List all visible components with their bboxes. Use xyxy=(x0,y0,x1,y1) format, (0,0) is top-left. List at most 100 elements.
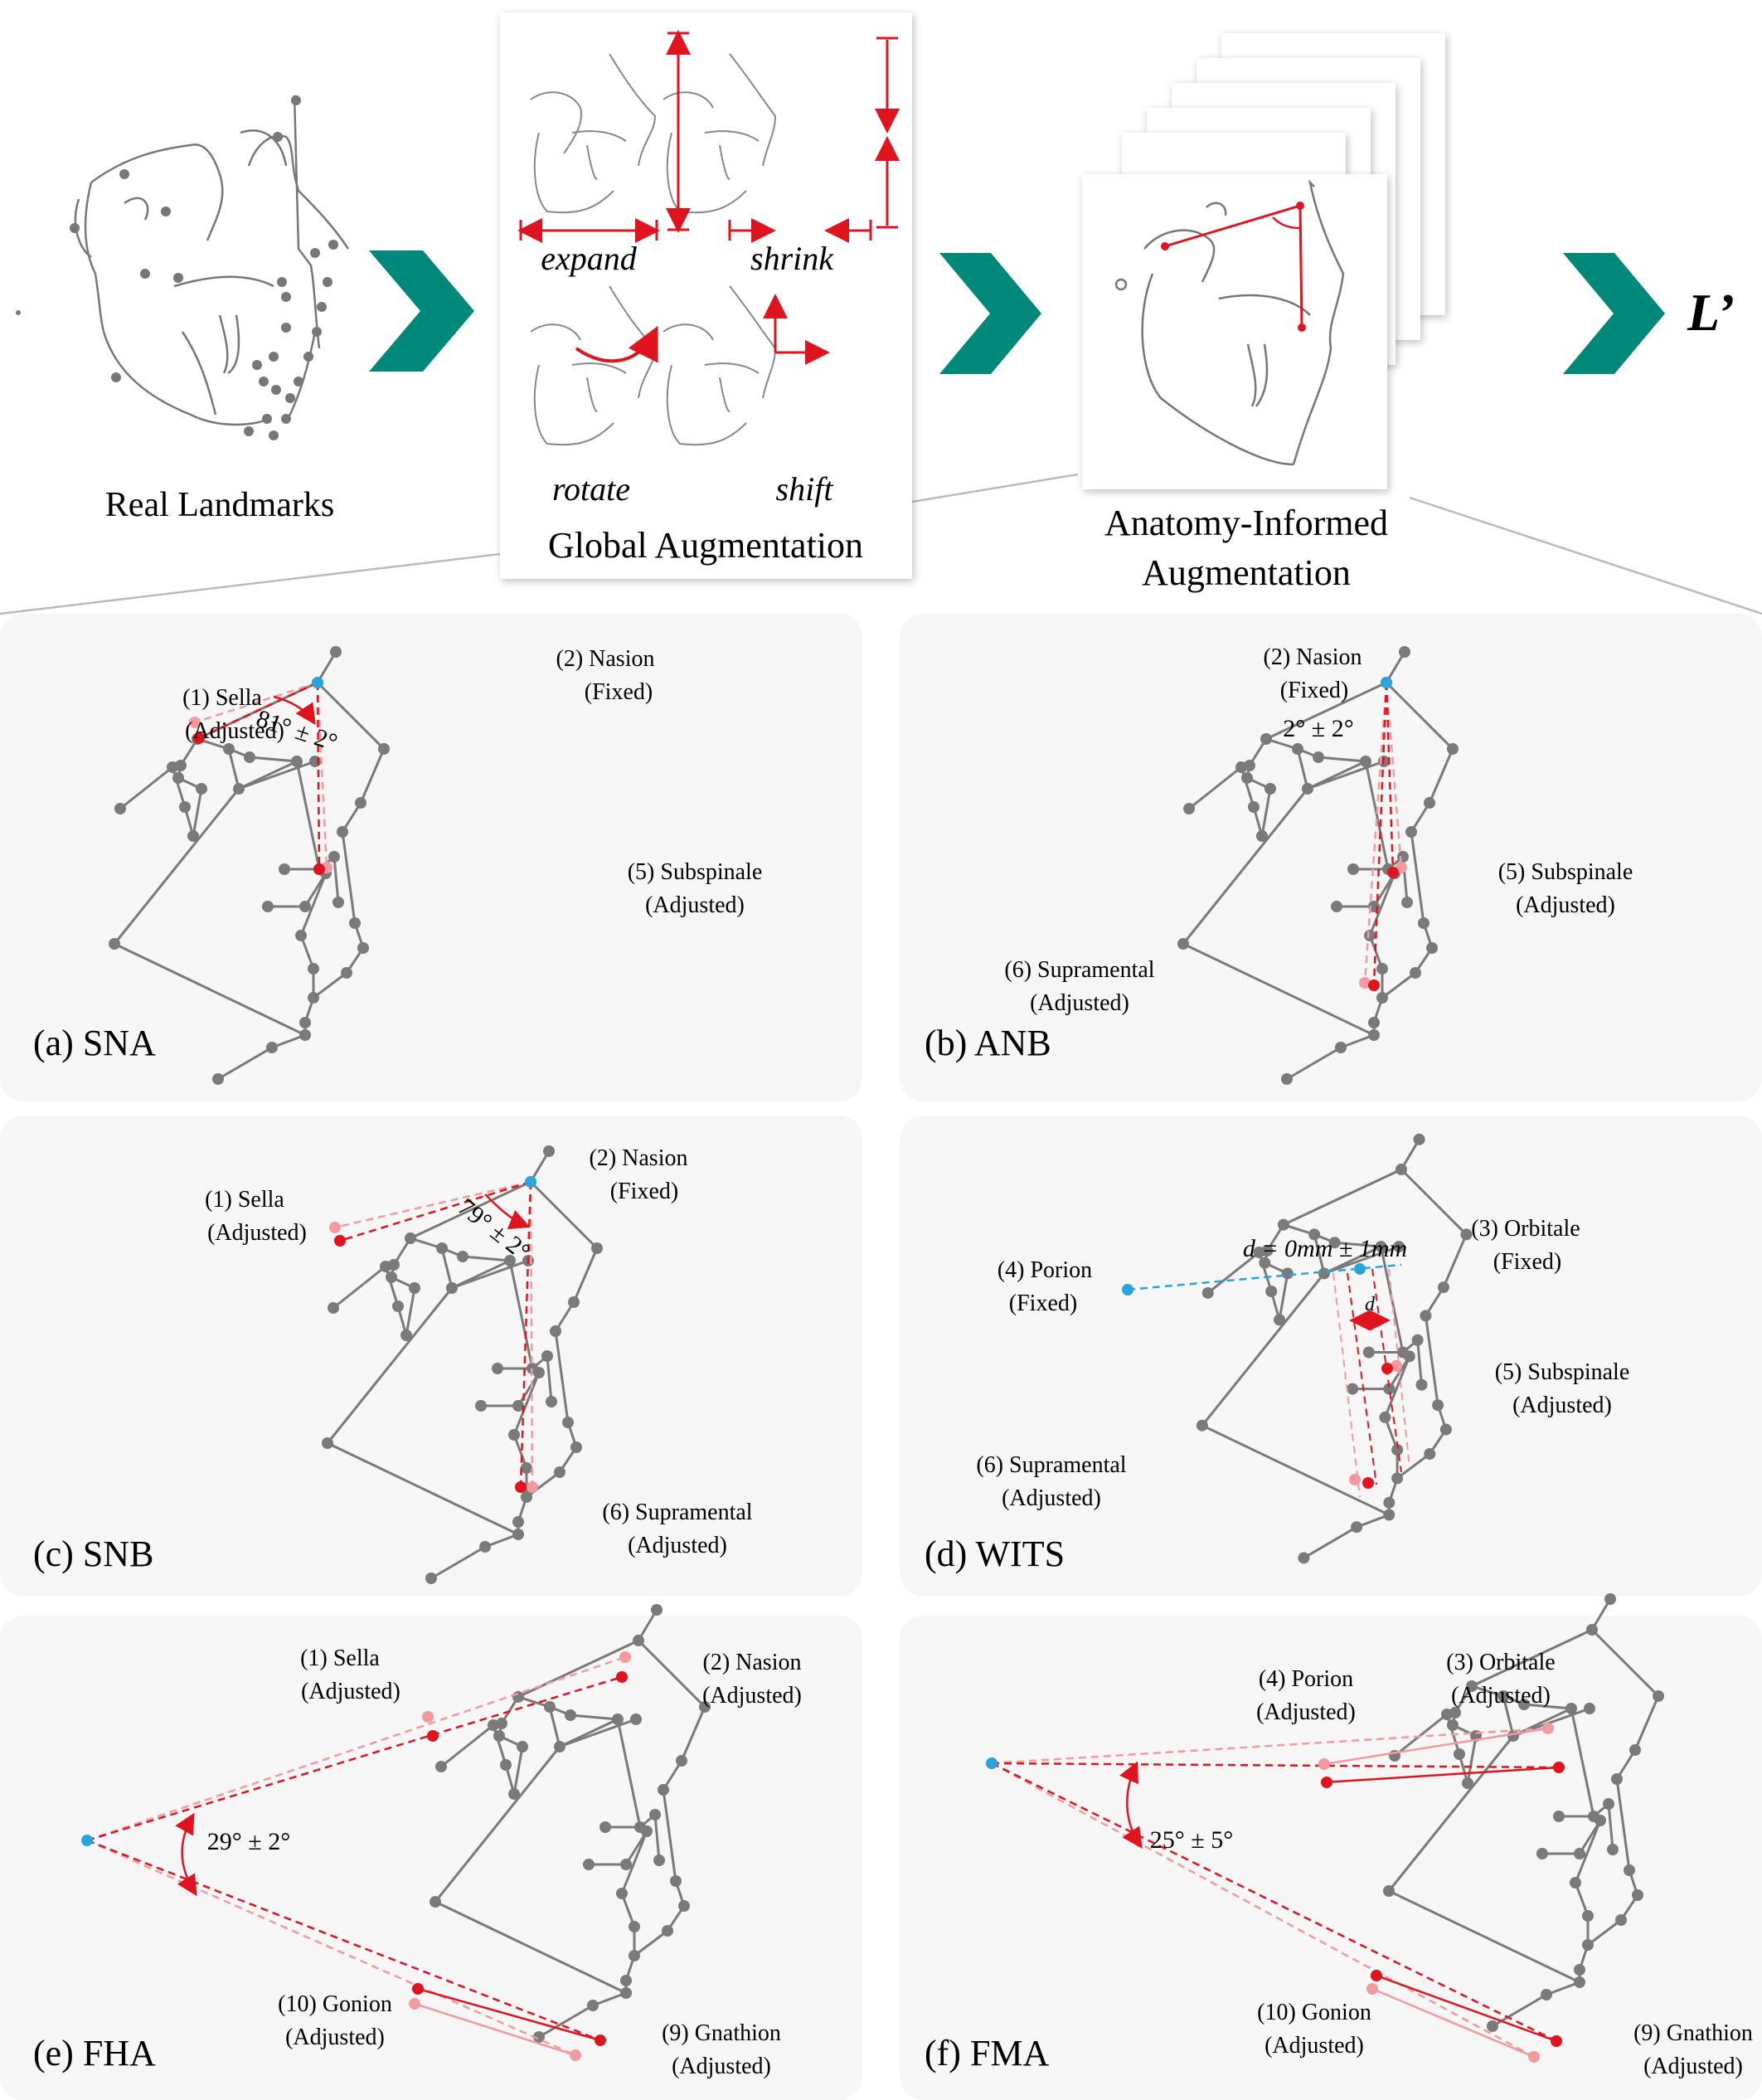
panel-d-caption: (d) WITS xyxy=(925,1534,1065,1574)
skeleton-edge xyxy=(1523,1703,1572,1710)
skeleton-node xyxy=(1447,743,1459,755)
panel-d-l1b: (Fixed) xyxy=(1009,1291,1077,1316)
panel-b xyxy=(900,614,1762,1101)
panel-d-l4a: (6) Supramental xyxy=(976,1452,1126,1478)
panel-e xyxy=(0,1616,862,2100)
skeleton-edge xyxy=(405,1287,416,1336)
op-shrink: shrink xyxy=(750,240,834,277)
skeleton-node xyxy=(521,1491,532,1503)
skeleton-edge xyxy=(1570,1708,1595,1817)
skeleton-b xyxy=(1177,646,1459,1085)
skeleton-edge xyxy=(114,942,306,1037)
skeleton-node xyxy=(1391,1444,1404,1456)
skeleton-node xyxy=(1397,851,1409,863)
skeleton-edge xyxy=(113,788,240,945)
panel-a-l2b: (Fixed) xyxy=(585,679,653,705)
panel-a-l1a: (1) Sella xyxy=(182,685,262,711)
skeleton-edge xyxy=(1307,760,1366,790)
skeleton-node xyxy=(1298,1552,1310,1564)
skeleton-edge xyxy=(1400,1138,1420,1170)
skeleton-node xyxy=(550,1325,561,1337)
panel-f-l2a: (3) Orbitale xyxy=(1446,1650,1555,1675)
skeleton-node xyxy=(512,1400,524,1412)
skeleton-node xyxy=(658,1784,669,1796)
skeleton-node xyxy=(1462,1777,1473,1789)
skeleton-node xyxy=(562,1417,574,1428)
skeleton-node xyxy=(1582,1939,1594,1951)
output-label: L’ xyxy=(1687,283,1735,342)
skeleton-edge xyxy=(313,971,347,999)
panel-b-caption: (b) ANB xyxy=(925,1023,1051,1063)
skeleton-node xyxy=(1376,963,1388,975)
panel-f xyxy=(900,1616,1762,2100)
skeleton-node xyxy=(380,1261,391,1272)
skeleton-node xyxy=(649,1809,661,1820)
skeleton-edge xyxy=(119,766,173,810)
skeleton-node xyxy=(1565,1703,1577,1714)
skeleton-node xyxy=(1383,1383,1396,1395)
skeleton-node xyxy=(1466,1680,1478,1692)
skeleton-edge xyxy=(1385,651,1406,683)
skeleton-node xyxy=(1393,1241,1405,1253)
skeleton-node xyxy=(1439,1423,1452,1436)
skeleton-edge xyxy=(1633,1695,1660,1751)
skeleton-node xyxy=(616,1888,628,1899)
skeleton-node xyxy=(1460,1228,1473,1241)
skeleton-node xyxy=(1351,1521,1363,1534)
panel-e-caption: (e) FHA xyxy=(33,2033,156,2073)
skeleton-node xyxy=(678,1900,690,1912)
skeleton-node xyxy=(1196,1419,1208,1432)
skeleton-edge xyxy=(440,1247,454,1289)
skeleton-edge xyxy=(592,1991,627,2007)
skeleton-node xyxy=(332,897,344,908)
skeleton-node xyxy=(1201,1286,1214,1299)
panel-e-l3a: (10) Gonion xyxy=(278,1991,392,2017)
skeleton-node xyxy=(1183,803,1195,814)
skeleton-node xyxy=(1437,1281,1449,1294)
skeleton-node xyxy=(212,1073,224,1085)
real-landmarks-label: Real Landmarks xyxy=(105,486,334,524)
panel-f-l1a: (4) Porion xyxy=(1259,1666,1353,1692)
skeleton-node xyxy=(322,1437,333,1449)
skeleton-node xyxy=(500,1759,512,1771)
skeleton-node xyxy=(1629,1744,1641,1756)
skeleton-node xyxy=(570,1441,582,1453)
skeleton-node xyxy=(1281,1267,1294,1280)
panel-e-angle: 29° ± 2° xyxy=(207,1828,290,1855)
skeleton-node xyxy=(620,1859,632,1870)
skeleton-edge xyxy=(326,1287,454,1444)
skeleton-node xyxy=(1383,1509,1396,1521)
skeleton-node xyxy=(508,1788,520,1800)
skeleton-node xyxy=(651,1604,663,1616)
panel-d-l2a: (3) Orbitale xyxy=(1471,1216,1580,1242)
skeleton-node xyxy=(583,1859,595,1870)
skeleton-node xyxy=(533,2031,545,2043)
skeleton-node xyxy=(533,1367,545,1378)
skeleton-node xyxy=(167,761,178,773)
skeleton-node xyxy=(187,830,199,842)
panel-b-l3a: (6) Supramental xyxy=(1004,957,1154,983)
panel-c-l1a: (1) Sella xyxy=(205,1187,284,1213)
skeleton-node xyxy=(492,1363,503,1374)
skeleton-node xyxy=(568,1296,580,1308)
panel-d-l1a: (4) Porion xyxy=(997,1257,1092,1283)
skeleton-edge xyxy=(1394,1713,1448,1757)
skeleton-node xyxy=(521,1462,532,1474)
skeleton-node xyxy=(1347,863,1359,875)
skeleton-node xyxy=(1368,1029,1380,1041)
skeleton-edge xyxy=(529,1180,599,1250)
chevron-arrow-icon-1 xyxy=(369,250,474,372)
skeleton-edge xyxy=(1385,681,1454,751)
skeleton-edge xyxy=(1590,1598,1612,1631)
skeleton-node xyxy=(355,797,366,809)
skeleton-node xyxy=(512,1529,524,1540)
skeleton-node xyxy=(400,1330,412,1341)
panel-d-l2b: (Fixed) xyxy=(1493,1249,1561,1275)
skeleton-edge xyxy=(332,1265,386,1310)
skeleton-edge xyxy=(1318,756,1366,763)
skeleton-node xyxy=(1632,1889,1643,1901)
anatomy-label-line1: Anatomy-Informed xyxy=(1104,503,1388,543)
panel-a-caption: (a) SNA xyxy=(33,1023,156,1063)
skeleton-node xyxy=(308,963,319,975)
